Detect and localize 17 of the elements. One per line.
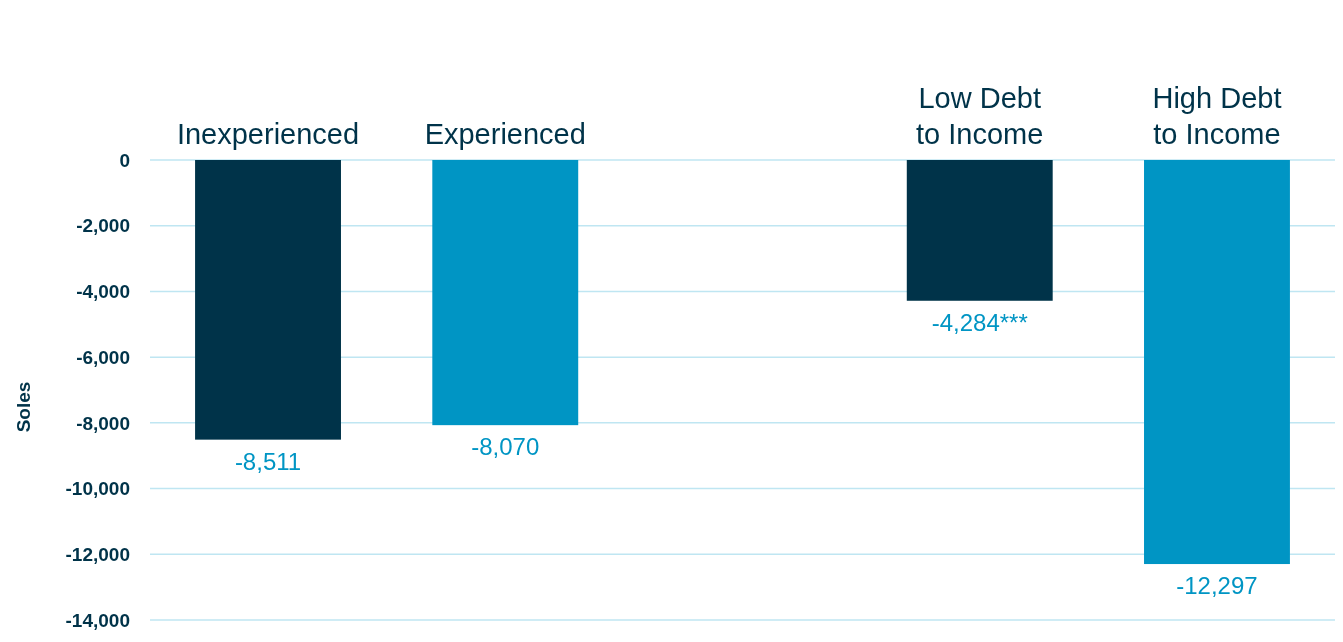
y-tick-label: -8,000 (76, 412, 130, 434)
y-tick-label: 0 (119, 149, 130, 171)
y-tick-label: -2,000 (76, 215, 130, 237)
y-axis-title: Soles (13, 381, 34, 433)
data-label: -4,284*** (931, 308, 1028, 336)
data-label: -12,297 (1176, 572, 1258, 600)
y-tick-label: -4,000 (76, 281, 130, 303)
data-label: -8,070 (471, 433, 540, 461)
y-tick-label: -10,000 (65, 478, 130, 500)
x-tick-label: High Debt to Income (1152, 82, 1282, 150)
y-tick-label: -6,000 (76, 346, 130, 368)
x-tick-label: Low Debt to Income (916, 82, 1044, 150)
x-tick-label: Inexperienced (176, 118, 360, 150)
y-tick-label: -12,000 (65, 543, 130, 565)
data-label: -8,511 (234, 447, 302, 475)
y-tick-label: -14,000 (65, 609, 130, 631)
x-tick-label: Experienced (424, 118, 586, 150)
